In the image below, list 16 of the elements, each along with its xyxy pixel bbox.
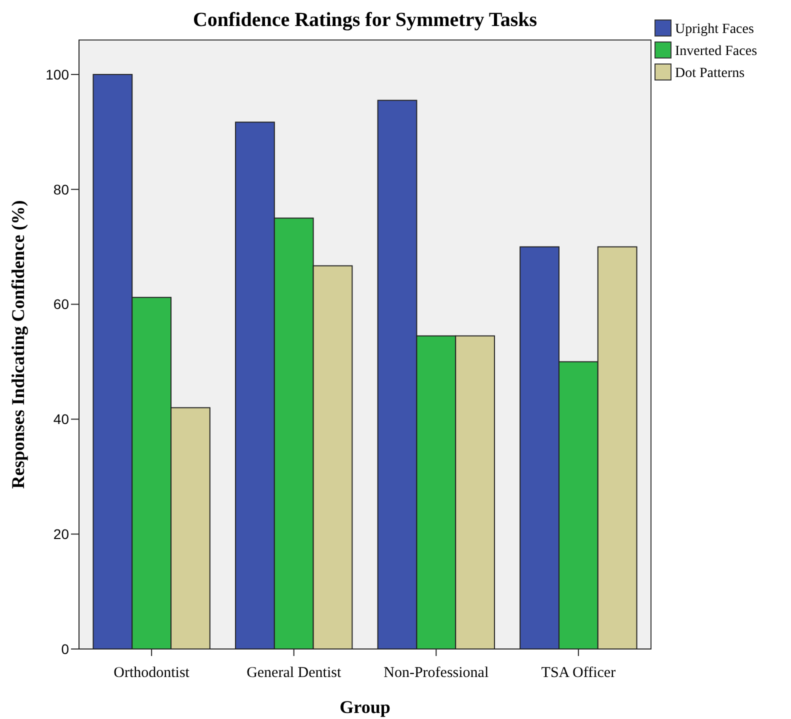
y-tick-label: 40 [53,411,70,428]
y-tick-label: 80 [53,181,70,198]
legend-label: Dot Patterns [675,66,745,81]
x-axis-title: Group [340,697,390,717]
legend-label: Upright Faces [675,22,754,37]
x-tick-label: Non-Professional [384,665,489,681]
x-tick-label: General Dentist [246,665,342,681]
y-tick-label: 20 [53,526,70,542]
y-tick-label: 100 [46,66,70,82]
y-axis-title: Responses Indicating Confidence (%) [8,200,28,489]
x-tick-label: Orthodontist [114,665,190,681]
chart-title: Confidence Ratings for Symmetry Tasks [192,9,538,31]
legend-label: Inverted Faces [675,44,758,59]
y-tick-label: 60 [53,296,70,312]
y-tick-label: 0 [61,640,70,657]
x-tick-label: TSA Officer [541,665,616,681]
